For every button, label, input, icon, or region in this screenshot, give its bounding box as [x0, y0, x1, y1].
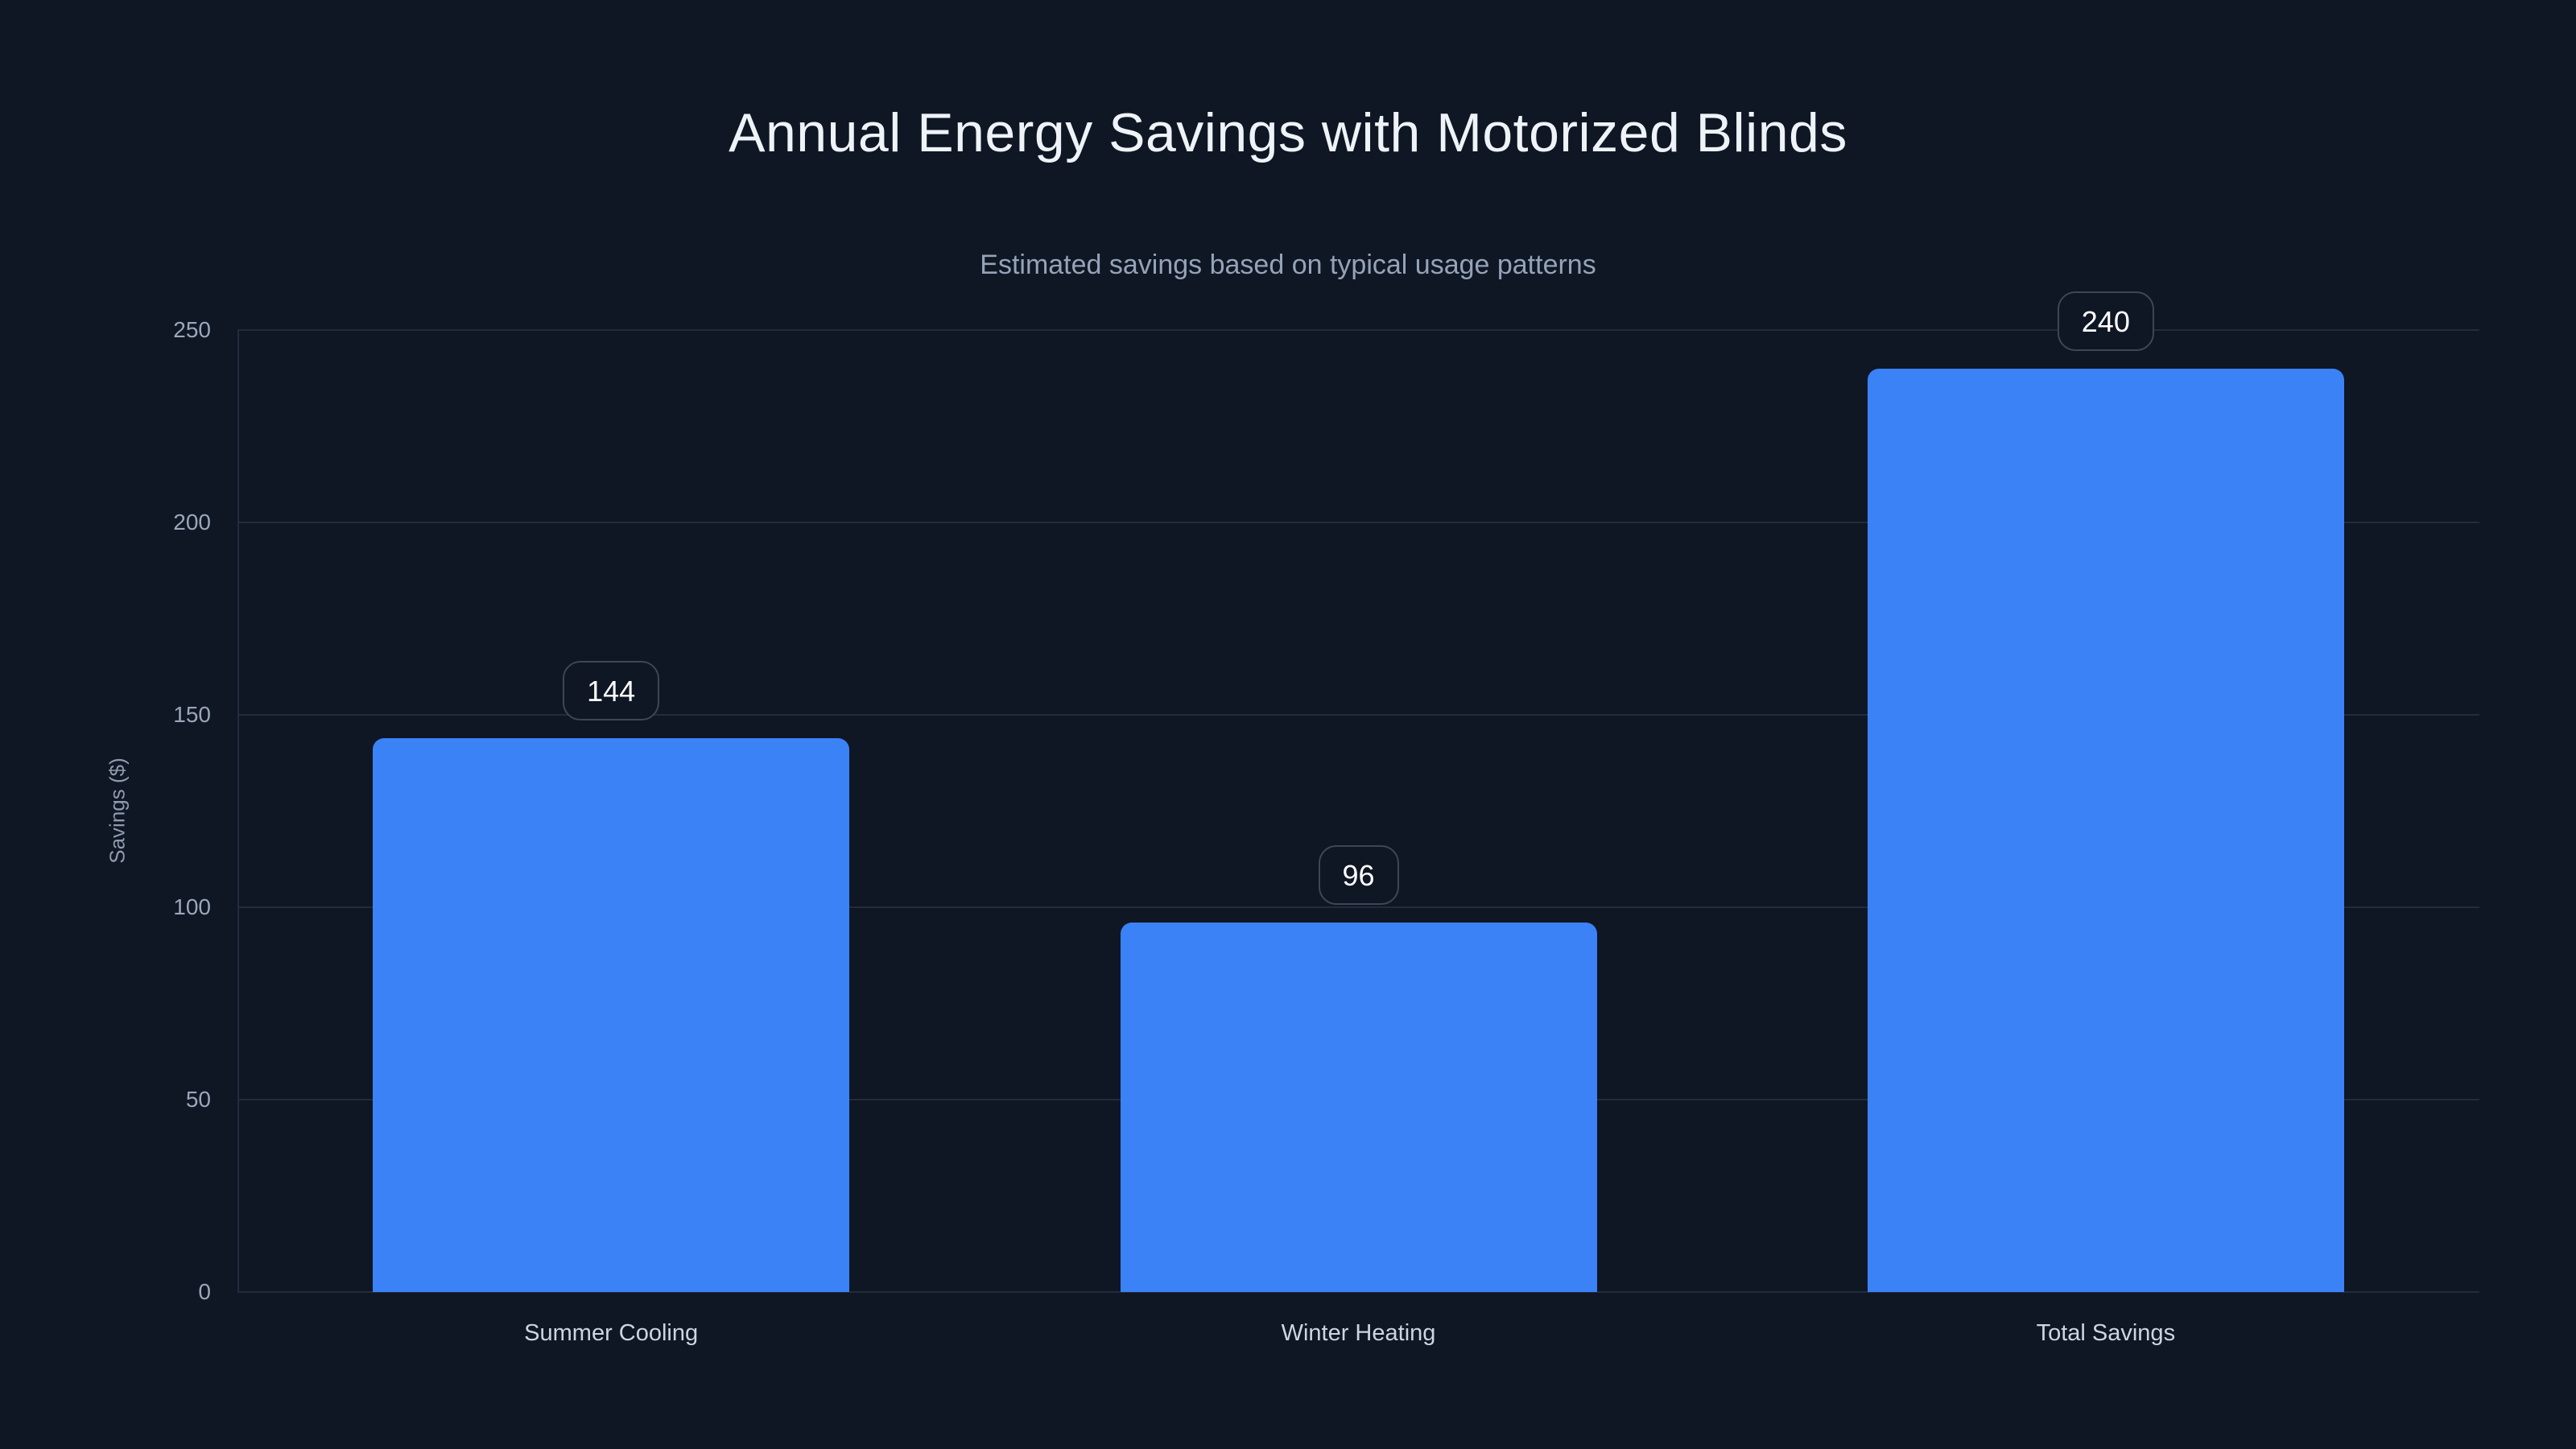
chart-title: Annual Energy Savings with Motorized Bli…	[729, 102, 1847, 163]
y-axis-line	[237, 330, 239, 1292]
bar-total-savings[interactable]	[1867, 368, 2344, 1292]
y-tick-label-100: 100	[173, 894, 211, 919]
y-axis-title: Savings ($)	[105, 758, 130, 864]
bar-value-badge-winter-heating: 96	[1318, 845, 1399, 906]
x-axis-label-summer-cooling: Summer Cooling	[524, 1320, 699, 1346]
gridline-y-150	[237, 714, 2479, 716]
bar-winter-heating[interactable]	[1120, 923, 1597, 1292]
x-axis-label-winter-heating: Winter Heating	[1281, 1320, 1436, 1346]
bar-value-badge-total-savings: 240	[2057, 291, 2154, 351]
chart-subtitle: Estimated savings based on typical usage…	[980, 250, 1596, 280]
y-tick-label-150: 150	[173, 702, 211, 727]
y-tick-label-0: 0	[198, 1279, 211, 1304]
gridline-y-250	[237, 329, 2479, 331]
y-tick-label-250: 250	[173, 317, 211, 342]
bar-value-badge-summer-cooling: 144	[563, 660, 660, 720]
gridline-y-100	[237, 906, 2479, 908]
bar-summer-cooling[interactable]	[373, 737, 850, 1292]
gridline-y-0	[237, 1291, 2479, 1293]
y-tick-label-50: 50	[185, 1087, 211, 1112]
y-tick-label-200: 200	[173, 510, 211, 535]
gridline-y-200	[237, 522, 2479, 523]
x-axis-label-total-savings: Total Savings	[2036, 1320, 2176, 1346]
plot-area: 144 96 240	[237, 291, 2479, 1293]
